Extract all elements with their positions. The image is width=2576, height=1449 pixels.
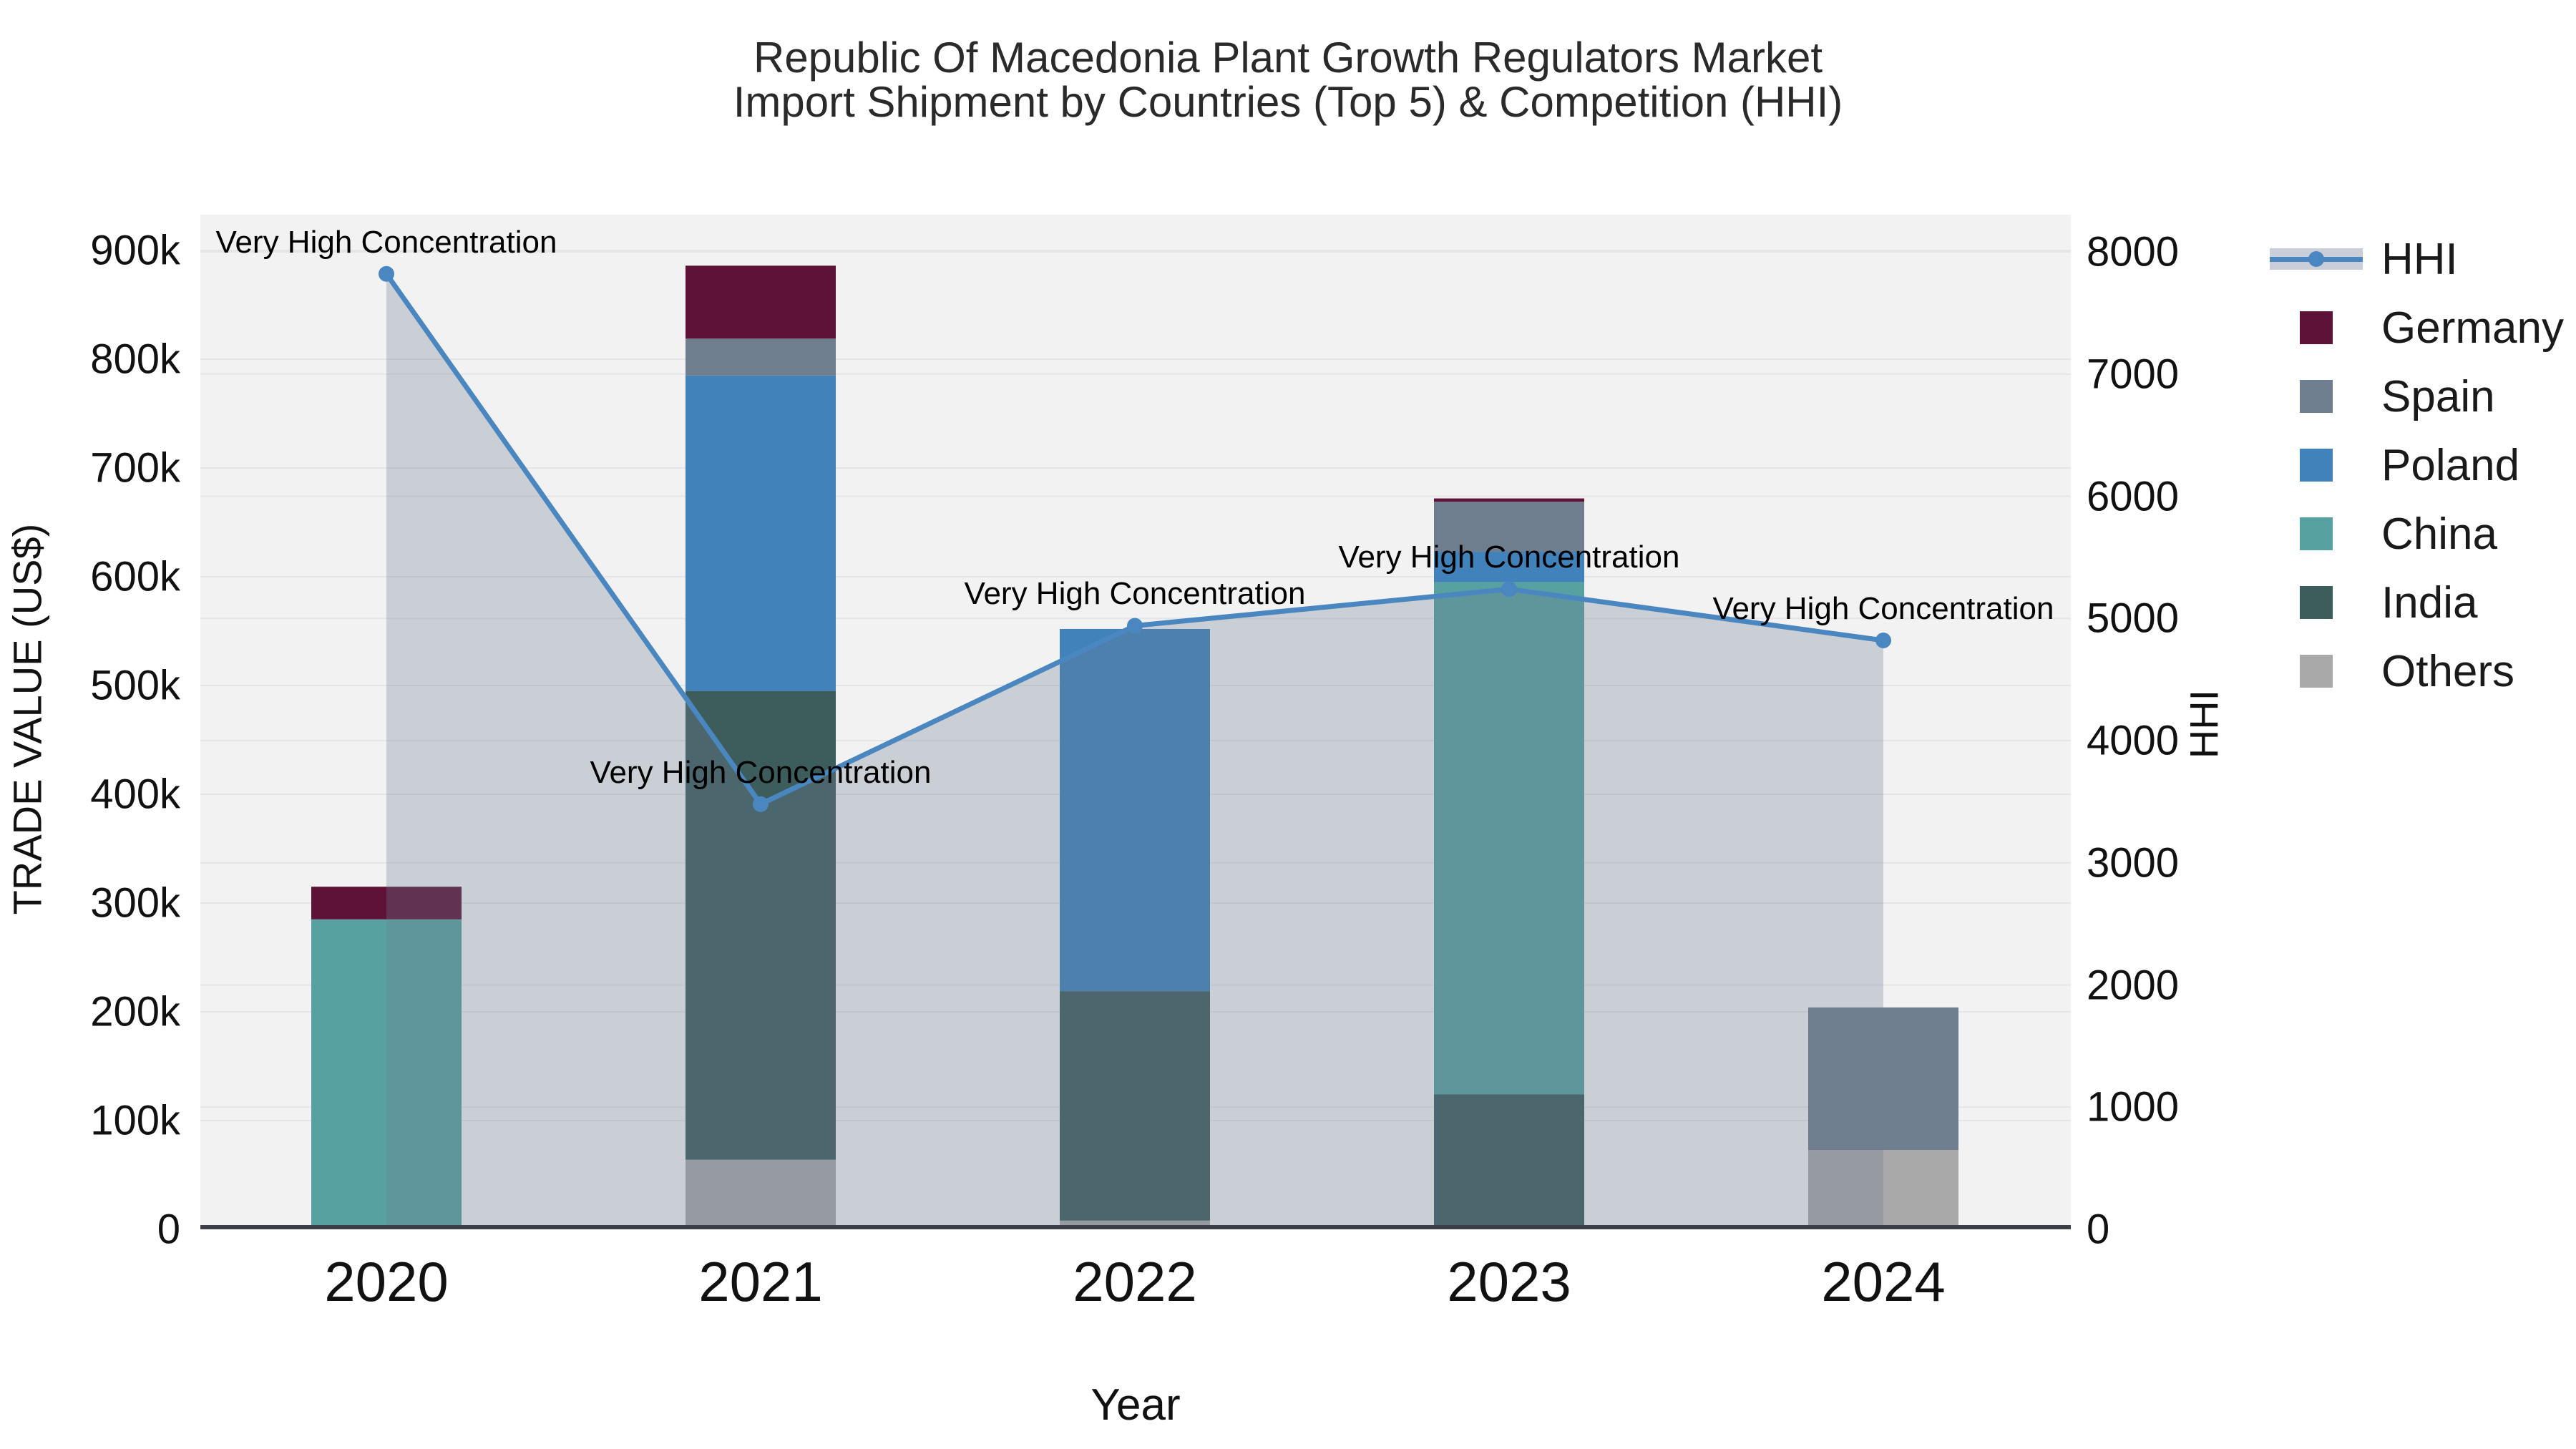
y-tick-left-300k: 300k: [90, 879, 180, 927]
y-tick-left-600k: 600k: [90, 553, 180, 600]
legend-label: Poland: [2381, 440, 2520, 490]
color-swatch-icon: [2300, 655, 2333, 688]
legend-label: HHI: [2381, 234, 2458, 284]
bar-china-2023[interactable]: [1434, 582, 1584, 1095]
hhi-marker-2023[interactable]: [1501, 581, 1517, 597]
x-tick-2022: 2022: [1073, 1250, 1197, 1313]
y-tick-right-2000: 2000: [2087, 962, 2180, 1008]
y-tick-left-800k: 800k: [90, 336, 180, 383]
x-axis-line: [200, 1225, 2071, 1229]
legend-item-germany[interactable]: Germany: [2270, 293, 2564, 362]
y-axis-right-title: HHI: [2181, 689, 2227, 759]
y-tick-left-500k: 500k: [90, 662, 180, 709]
legend-item-others[interactable]: Others: [2270, 637, 2564, 706]
annotation-2024: Very High Concentration: [1712, 590, 2054, 626]
legend-label: India: [2381, 577, 2478, 628]
y-axis-left-title: TRADE VALUE (US$): [4, 523, 50, 915]
hhi-line-icon: [2270, 243, 2363, 275]
y-tick-right-6000: 6000: [2087, 473, 2180, 519]
bar-germany-2023[interactable]: [1434, 498, 1584, 502]
y-tick-left-900k: 900k: [90, 227, 180, 274]
hhi-marker-2022[interactable]: [1127, 618, 1143, 634]
y-tick-right-3000: 3000: [2087, 839, 2180, 887]
poland-swatch-icon: [2270, 449, 2363, 482]
hhi-area-fill: [386, 273, 1883, 1229]
annotation-2021: Very High Concentration: [590, 754, 932, 790]
y-tick-right-4000: 4000: [2087, 717, 2180, 764]
legend-label: Germany: [2381, 303, 2564, 353]
legend-item-china[interactable]: China: [2270, 499, 2564, 568]
hhi-marker-2021[interactable]: [753, 796, 769, 812]
bar-china-2020[interactable]: [311, 919, 462, 1229]
bar-spain-2023[interactable]: [1434, 502, 1584, 552]
x-tick-2023: 2023: [1447, 1250, 1571, 1313]
plot-area: [200, 215, 2071, 1229]
y-tick-right-8000: 8000: [2087, 228, 2180, 275]
annotation-2020: Very High Concentration: [215, 224, 557, 260]
legend-label: China: [2381, 509, 2497, 559]
bar-germany-2021[interactable]: [686, 265, 836, 339]
y-tick-right-1000: 1000: [2087, 1083, 2180, 1131]
y-tick-left-0: 0: [157, 1206, 180, 1253]
legend-item-hhi[interactable]: HHI: [2270, 225, 2564, 293]
bar-poland-2021[interactable]: [686, 375, 836, 691]
chart-title-line2: Import Shipment by Countries (Top 5) & C…: [733, 78, 1843, 126]
color-swatch-icon: [2300, 311, 2333, 344]
hhi-marker-2024[interactable]: [1875, 632, 1891, 648]
y-tick-left-200k: 200k: [90, 988, 180, 1035]
bar-others-2024[interactable]: [1808, 1150, 1958, 1229]
hhi-marker-dot-icon: [2308, 251, 2324, 267]
spain-swatch-icon: [2270, 380, 2363, 413]
bar-spain-2024[interactable]: [1808, 1007, 1958, 1151]
bar-poland-2022[interactable]: [1060, 628, 1210, 992]
legend-item-india[interactable]: India: [2270, 568, 2564, 637]
y-tick-left-100k: 100k: [90, 1097, 180, 1144]
y-tick-right-5000: 5000: [2087, 595, 2180, 642]
legend-item-spain[interactable]: Spain: [2270, 362, 2564, 431]
bar-india-2021[interactable]: [686, 691, 836, 1160]
bar-india-2023[interactable]: [1434, 1094, 1584, 1229]
y-tick-right-0: 0: [2087, 1206, 2110, 1253]
annotation-2022: Very High Concentration: [964, 576, 1306, 612]
legend-item-poland[interactable]: Poland: [2270, 431, 2564, 499]
legend-label: Others: [2381, 646, 2515, 696]
y-tick-right-7000: 7000: [2087, 351, 2180, 398]
bar-others-2021[interactable]: [686, 1159, 836, 1229]
legend-label: Spain: [2381, 371, 2495, 421]
x-axis-title: Year: [1091, 1380, 1181, 1430]
x-tick-2024: 2024: [1821, 1250, 1946, 1313]
india-swatch-icon: [2270, 586, 2363, 619]
x-tick-2020: 2020: [324, 1250, 449, 1313]
y-tick-left-400k: 400k: [90, 771, 180, 818]
color-swatch-icon: [2300, 380, 2333, 413]
bar-spain-2021[interactable]: [686, 338, 836, 376]
x-tick-2021: 2021: [698, 1250, 823, 1313]
y-tick-left-700k: 700k: [90, 444, 180, 492]
bar-germany-2020[interactable]: [311, 887, 462, 919]
color-swatch-icon: [2300, 517, 2333, 550]
annotation-2023: Very High Concentration: [1338, 540, 1680, 575]
chart-svg: [200, 250, 2071, 1229]
germany-swatch-icon: [2270, 311, 2363, 344]
hhi-marker-2020[interactable]: [379, 265, 394, 282]
bar-india-2022[interactable]: [1060, 991, 1210, 1221]
others-swatch-icon: [2270, 655, 2363, 688]
china-swatch-icon: [2270, 517, 2363, 550]
bar-poland-2023[interactable]: [1434, 552, 1584, 582]
color-swatch-icon: [2300, 586, 2333, 619]
chart-title-line1: Republic Of Macedonia Plant Growth Regul…: [753, 34, 1823, 82]
legend: HHI Germany Spain Poland China India Others: [2270, 225, 2564, 706]
color-swatch-icon: [2300, 449, 2333, 482]
